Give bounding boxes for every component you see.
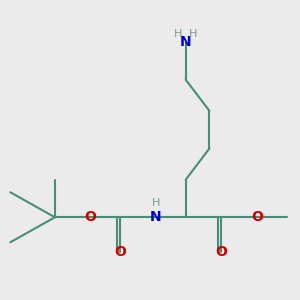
Text: O: O xyxy=(85,210,97,224)
Text: H: H xyxy=(174,29,182,39)
Text: H: H xyxy=(189,29,197,39)
Text: O: O xyxy=(215,245,227,259)
Text: N: N xyxy=(150,210,162,224)
Text: H: H xyxy=(152,198,160,208)
Text: N: N xyxy=(180,35,191,49)
Text: O: O xyxy=(251,210,263,224)
Text: O: O xyxy=(114,245,126,259)
